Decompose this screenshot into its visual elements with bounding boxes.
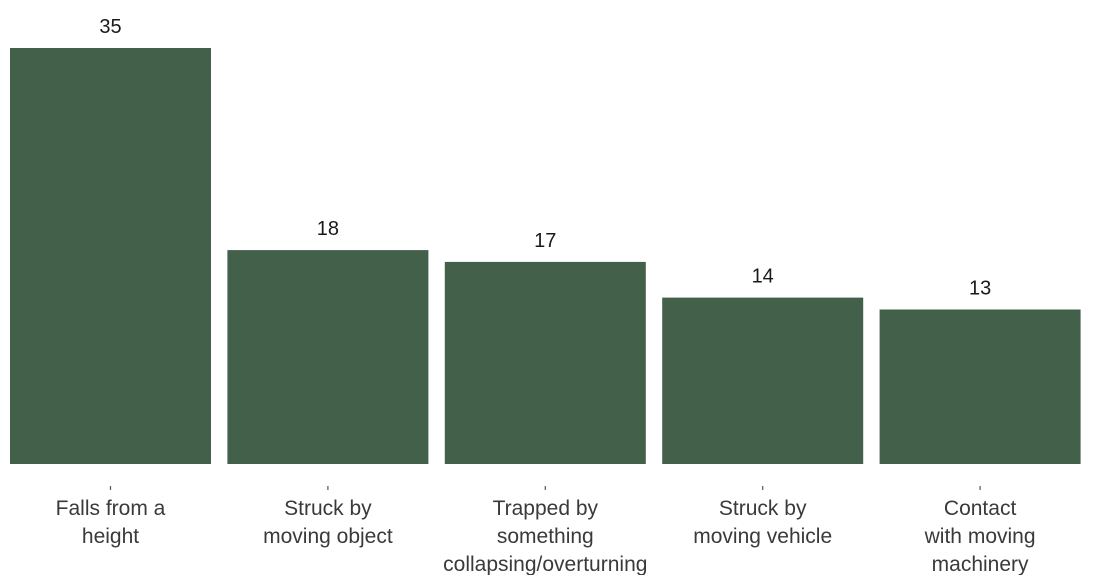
data-labels: 35 18 17 14 13 [99,16,991,300]
category-label-line: Struck by [719,497,807,520]
bar-falls-from-a-height [10,48,211,464]
category-label-line: height [82,525,139,548]
category-label-line: moving vehicle [693,525,832,548]
category-label-falls-from-a-height: Falls from a height [56,497,166,548]
category-label-line: Struck by [284,497,372,520]
category-label-line: Trapped by [493,497,599,520]
category-label-line: something [497,525,594,548]
bars-group [10,48,1081,464]
category-label-trapped-by-something-collapsing-overturning: Trapped by something collapsing/overturnin… [443,497,647,575]
bar-struck-by-moving-vehicle [662,297,864,464]
category-label-line: collapsing/overturning [443,553,647,575]
value-label-trapped-by-something-collapsing-overturning: 17 [534,230,556,252]
category-label-line: moving object [263,525,393,548]
category-label-line: Contact [944,497,1017,520]
category-label-line: with moving [924,525,1036,548]
category-label-struck-by-moving-vehicle: Struck by moving vehicle [693,497,832,548]
value-label-struck-by-moving-vehicle: 14 [752,266,774,288]
category-label-line: Falls from a [56,497,166,520]
bar-struck-by-moving-object [227,250,429,464]
bar-contact-with-moving-machinery [879,309,1081,464]
category-label-struck-by-moving-object: Struck by moving object [263,497,393,548]
x-axis-ticks [109,486,981,490]
x-axis-labels: Falls from a height Struck by moving object… [56,497,1036,575]
value-label-contact-with-moving-machinery: 13 [969,278,991,300]
bar-trapped-by-something-collapsing-overturning [444,261,646,464]
category-label-contact-with-moving-machinery: Contact with moving machinery [924,497,1036,575]
category-label-line: machinery [932,553,1029,575]
value-label-falls-from-a-height: 35 [99,16,121,38]
value-label-struck-by-moving-object: 18 [317,218,339,240]
